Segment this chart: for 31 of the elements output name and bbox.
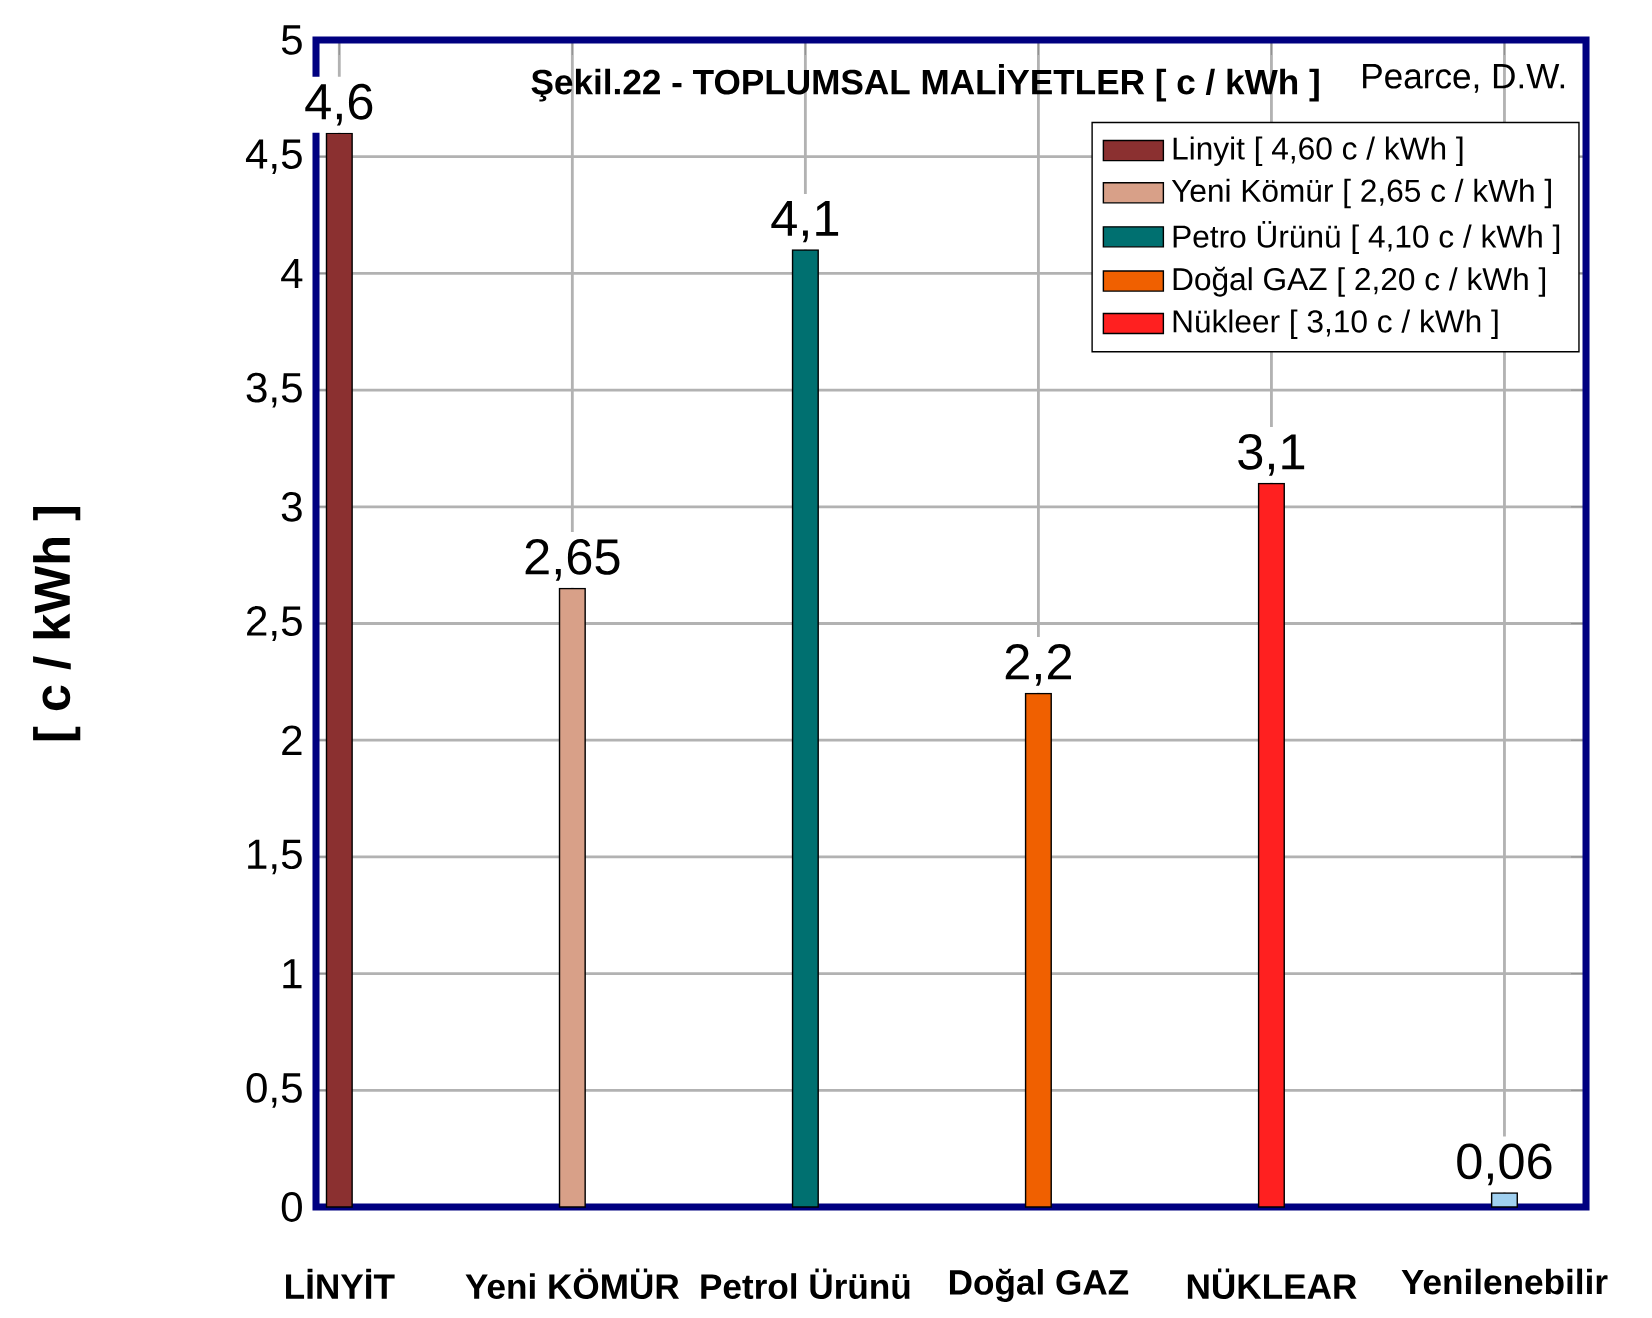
x-tick-label: Yenilenebilir bbox=[1401, 1268, 1608, 1295]
y-tick-label: 0,5 bbox=[246, 1072, 302, 1108]
y-tick-label: 3 bbox=[281, 491, 302, 522]
x-tick-label: LİNYİT bbox=[286, 1268, 395, 1299]
x-tick-label: NÜKLEAR bbox=[1187, 1268, 1357, 1299]
data-label: 0,06 bbox=[1457, 1143, 1552, 1186]
y-axis-title: [ c / kWh ] bbox=[33, 506, 81, 741]
legend-label: Doğal GAZ [ 2,20 c / kWh ] bbox=[1173, 266, 1546, 297]
data-label: 2,65 bbox=[525, 538, 620, 581]
annotation: Pearce, D.W. bbox=[1363, 64, 1565, 93]
y-tick-label: 5 bbox=[281, 25, 302, 55]
legend-label: Linyit [ 4,60 c / kWh ] bbox=[1173, 136, 1463, 166]
data-label: 3,1 bbox=[1238, 433, 1305, 476]
legend-label: Yeni Kömür [ 2,65 c / kWh ] bbox=[1171, 178, 1551, 209]
y-tick-label: 1 bbox=[283, 959, 302, 989]
y-tick-label: 1,5 bbox=[248, 839, 302, 875]
data-label: 4,6 bbox=[305, 83, 373, 126]
x-tick-label: Doğal GAZ bbox=[949, 1268, 1129, 1302]
y-tick-label: 3,5 bbox=[246, 372, 302, 408]
legend-label: Nükleer [ 3,10 c / kWh ] bbox=[1173, 309, 1498, 339]
y-tick-label: 0 bbox=[281, 1192, 302, 1222]
x-tick-label: Yeni KÖMÜR bbox=[465, 1268, 680, 1299]
data-label: 4,1 bbox=[771, 201, 839, 243]
text: Şekil.22 - TOPLUMSAL MALİYETLER [ c / kWh ] bbox=[531, 64, 1319, 102]
x-tick-label: Petrol Ürünü bbox=[701, 1268, 910, 1299]
data-label: 2,2 bbox=[1005, 644, 1072, 686]
y-tick-label: 2 bbox=[282, 725, 302, 755]
legend-label: Petro Ürünü [ 4,10 c / kWh ] bbox=[1173, 221, 1560, 255]
y-tick-label: 2,5 bbox=[247, 606, 302, 641]
y-tick-label: 4,5 bbox=[245, 139, 302, 174]
y-tick-label: 4 bbox=[281, 258, 303, 288]
